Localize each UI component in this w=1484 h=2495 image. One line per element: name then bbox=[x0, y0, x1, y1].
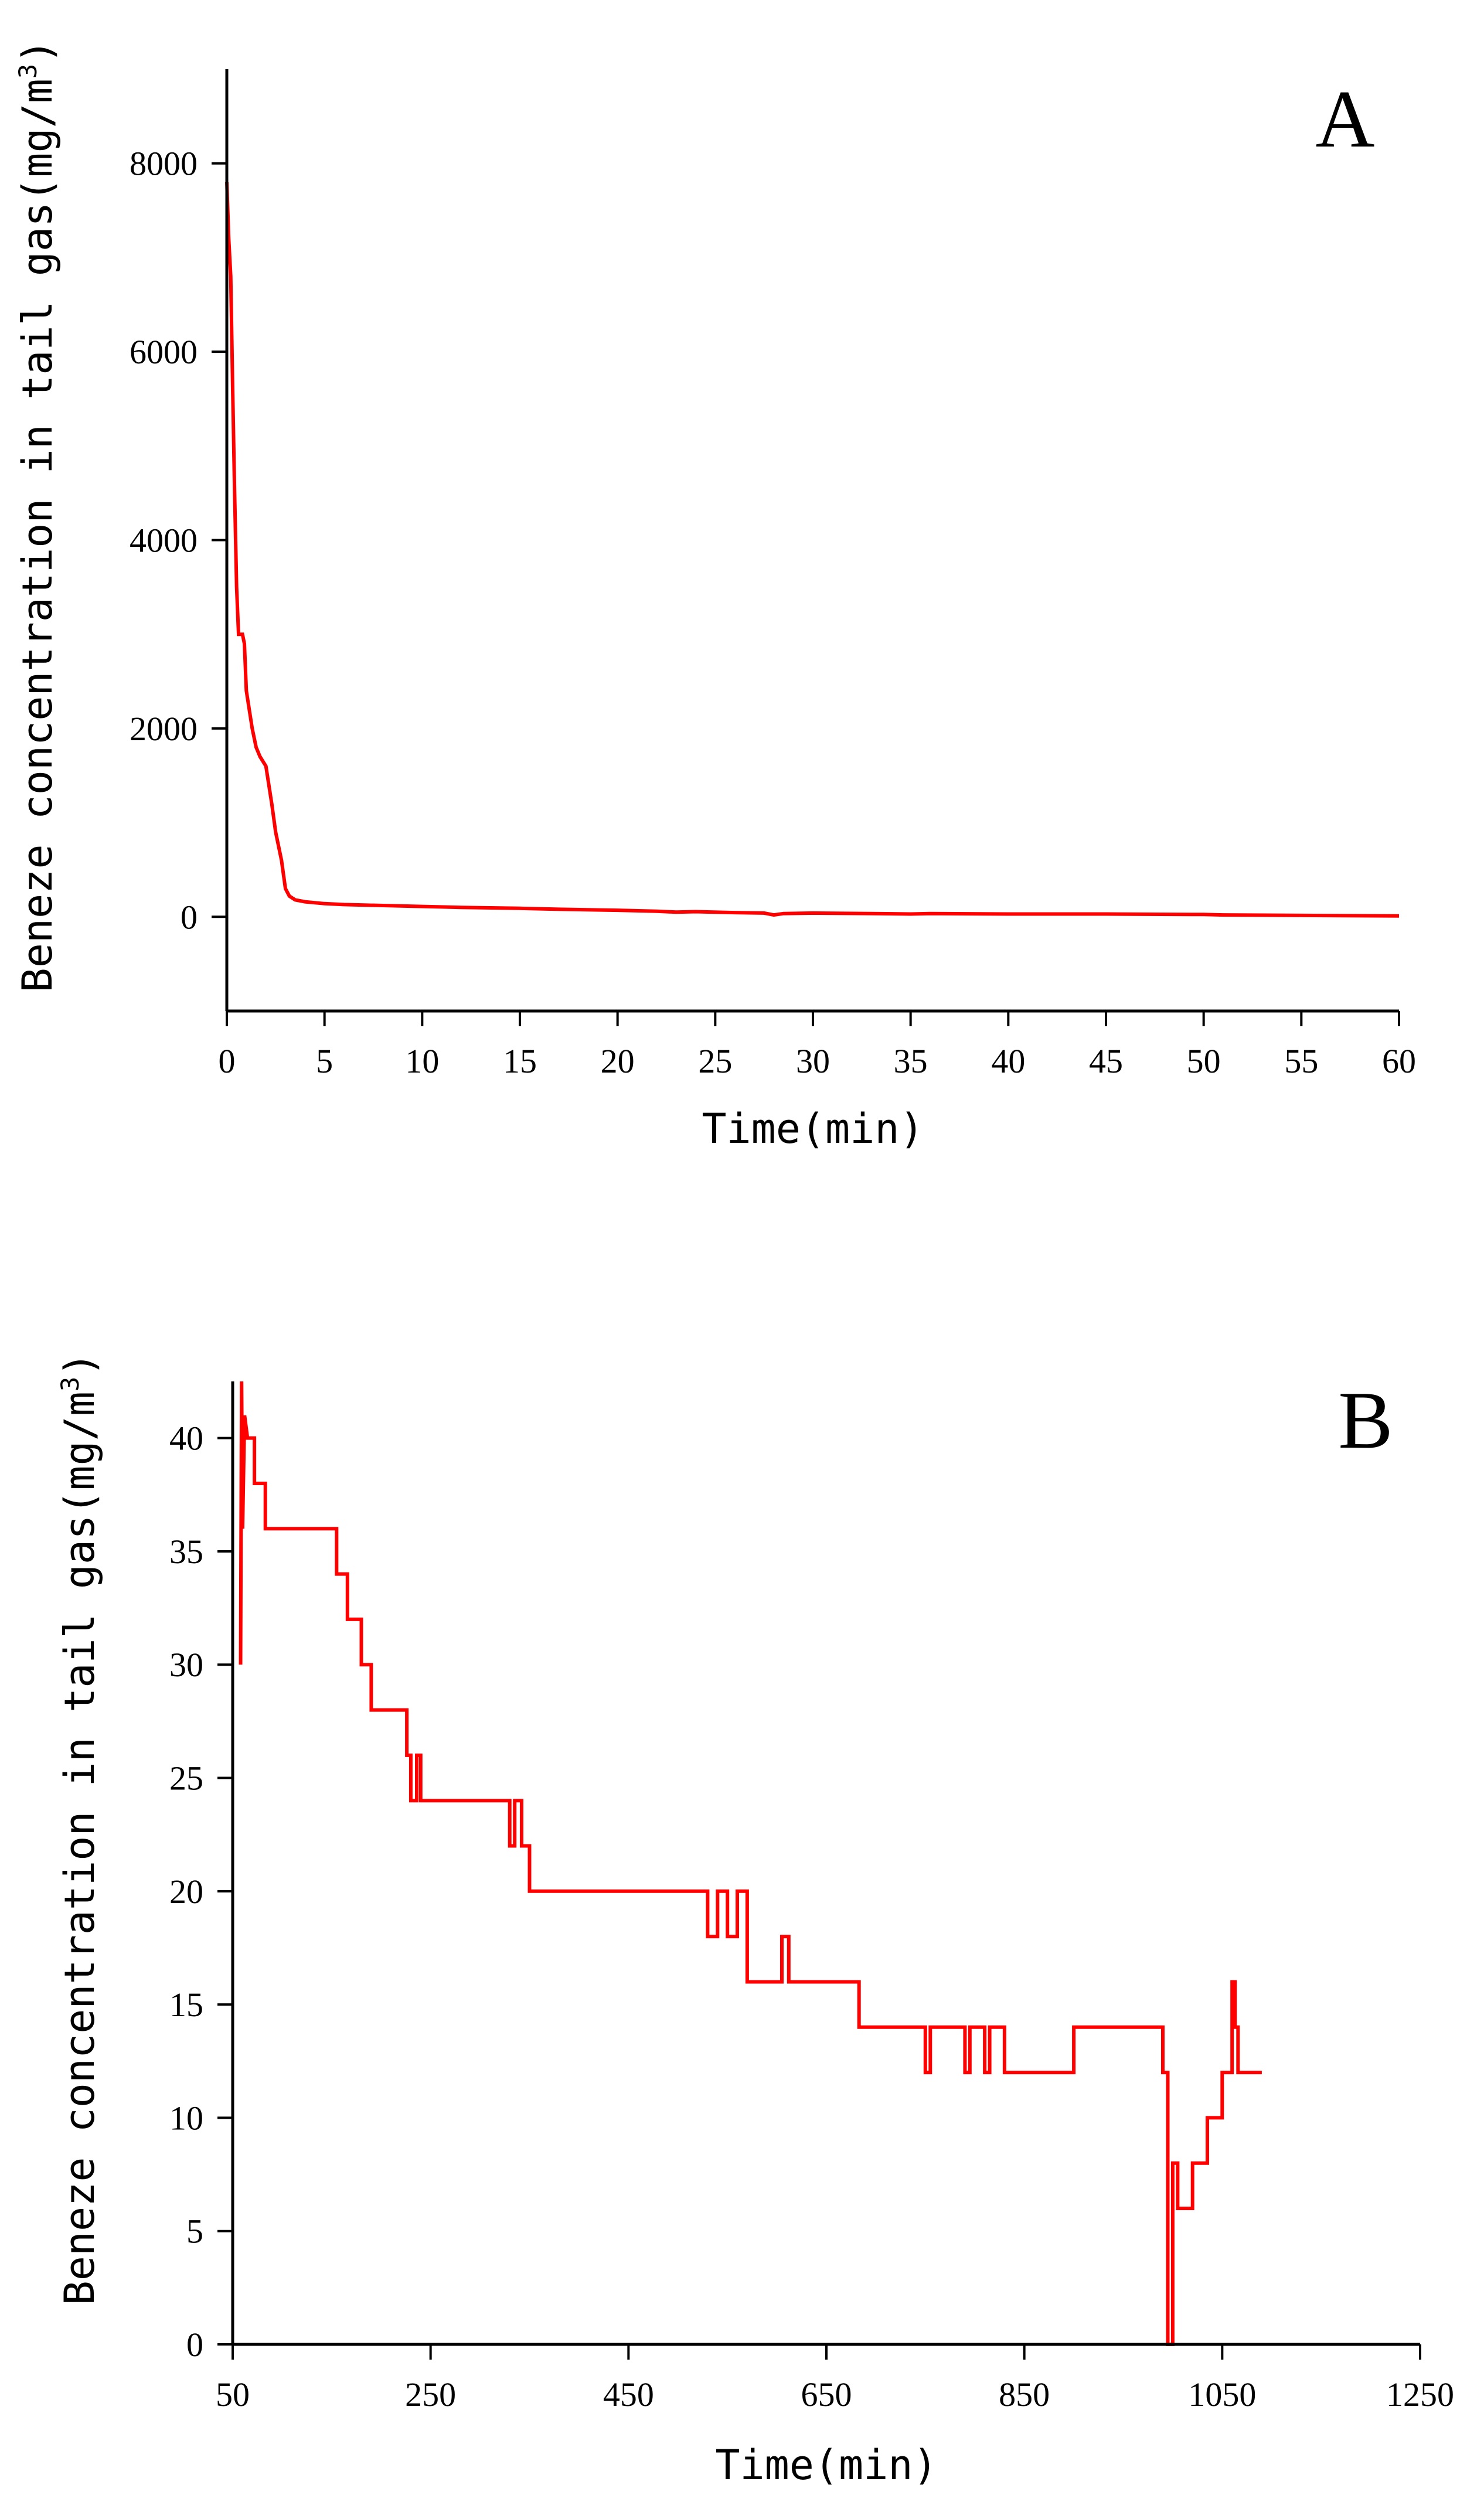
panel-a-ticks: 0 5 10 15 20 25 30 35 40 45 50 55 60 0 2000 4000 6000 800… bbox=[130, 145, 1416, 1080]
panel-b-y-tick-label: 5 bbox=[186, 2213, 203, 2251]
panel-a-x-tick-label: 20 bbox=[601, 1042, 635, 1080]
panel-a-x-tick-label: 45 bbox=[1089, 1042, 1123, 1080]
panel-b-y-tick-label: 35 bbox=[169, 1533, 203, 1571]
panel-a-x-tick-label: 50 bbox=[1187, 1042, 1221, 1080]
panel-a-letter-label: A bbox=[1315, 74, 1374, 165]
panel-a-x-tick-label: 0 bbox=[219, 1042, 236, 1080]
panel-b-y-tick-label: 25 bbox=[169, 1759, 203, 1798]
panel-a-x-tick-label: 40 bbox=[991, 1042, 1025, 1080]
panel-a-series bbox=[225, 182, 1400, 918]
panel-a-x-tick-label: 5 bbox=[316, 1042, 333, 1080]
chart-panel-b: 50 250 450 650 850 1050 1250 0 5 10 15 20 25 30 35 40 T… bbox=[56, 1352, 1454, 2489]
panel-b-series-line bbox=[239, 1381, 1262, 2346]
panel-a-axes bbox=[225, 69, 1399, 1013]
panel-a-x-tick-label: 10 bbox=[405, 1042, 439, 1080]
panel-b-y-tick-label: 15 bbox=[169, 1986, 203, 2024]
panel-b-y-tick-label: 40 bbox=[169, 1420, 203, 1458]
panel-b-x-tick-label: 250 bbox=[405, 2375, 456, 2414]
panel-a-x-tick-label: 60 bbox=[1382, 1042, 1416, 1080]
panel-b-letter-label: B bbox=[1338, 1375, 1393, 1466]
panel-a-x-tick-label: 55 bbox=[1284, 1042, 1318, 1080]
panel-b-axes bbox=[231, 1381, 1420, 2346]
panel-b-y-tick-label: 20 bbox=[169, 1873, 203, 1911]
panel-a-y-axis-title-main: Beneze concentration in tail gas(mg/m bbox=[13, 79, 62, 992]
panel-b-y-tick-label: 10 bbox=[169, 2099, 203, 2137]
panel-a-y-tick-label: 4000 bbox=[130, 522, 198, 560]
panel-a-x-tick-label: 15 bbox=[503, 1042, 537, 1080]
panel-b-y-tick-label: 30 bbox=[169, 1646, 203, 1684]
panel-a-x-axis-title: Time(min) bbox=[702, 1105, 924, 1153]
panel-a-y-axis-title-close: ) bbox=[13, 39, 62, 64]
panel-b-x-tick-label: 650 bbox=[801, 2375, 852, 2414]
panel-b-y-axis-title-main: Beneze concentration in tail gas(mg/m bbox=[56, 1391, 104, 2305]
panel-a-y-tick-label: 6000 bbox=[130, 333, 198, 371]
panel-b-ticks: 50 250 450 650 850 1050 1250 0 5 10 15 20 25 30 35 40 bbox=[169, 1420, 1454, 2414]
panel-b-y-axis-title: Beneze concentration in tail gas(mg/m3) bbox=[56, 1352, 104, 2306]
panel-b-x-tick-label: 1250 bbox=[1386, 2375, 1454, 2414]
panel-b-x-tick-label: 50 bbox=[216, 2375, 250, 2414]
panel-b-y-axis-title-close: ) bbox=[56, 1352, 104, 1377]
panel-b-x-tick-label: 450 bbox=[603, 2375, 654, 2414]
panel-a-x-tick-label: 30 bbox=[796, 1042, 830, 1080]
panel-b-y-axis-title-superscript: 3 bbox=[56, 1377, 84, 1391]
chart-panel-a: 0 5 10 15 20 25 30 35 40 45 50 55 60 0 2000 4000 6000 800… bbox=[13, 39, 1416, 1153]
panel-a-x-tick-label: 25 bbox=[698, 1042, 732, 1080]
panel-b-y-tick-label: 0 bbox=[186, 2326, 203, 2364]
panel-a-series-line bbox=[225, 182, 1400, 918]
panel-a-y-tick-label: 8000 bbox=[130, 145, 198, 183]
panel-b-x-tick-label: 1050 bbox=[1188, 2375, 1256, 2414]
panel-a-y-axis-title-superscript: 3 bbox=[13, 64, 42, 79]
panel-a-y-axis-title: Beneze concentration in tail gas(mg/m3) bbox=[13, 39, 62, 993]
panel-b-x-axis-title: Time(min) bbox=[715, 2441, 937, 2489]
panel-a-y-tick-label: 0 bbox=[181, 898, 198, 936]
panel-a-x-tick-label: 35 bbox=[894, 1042, 928, 1080]
panel-b-series bbox=[239, 1381, 1262, 2346]
panel-a-y-tick-label: 2000 bbox=[130, 710, 198, 748]
panel-b-x-tick-label: 850 bbox=[999, 2375, 1050, 2414]
